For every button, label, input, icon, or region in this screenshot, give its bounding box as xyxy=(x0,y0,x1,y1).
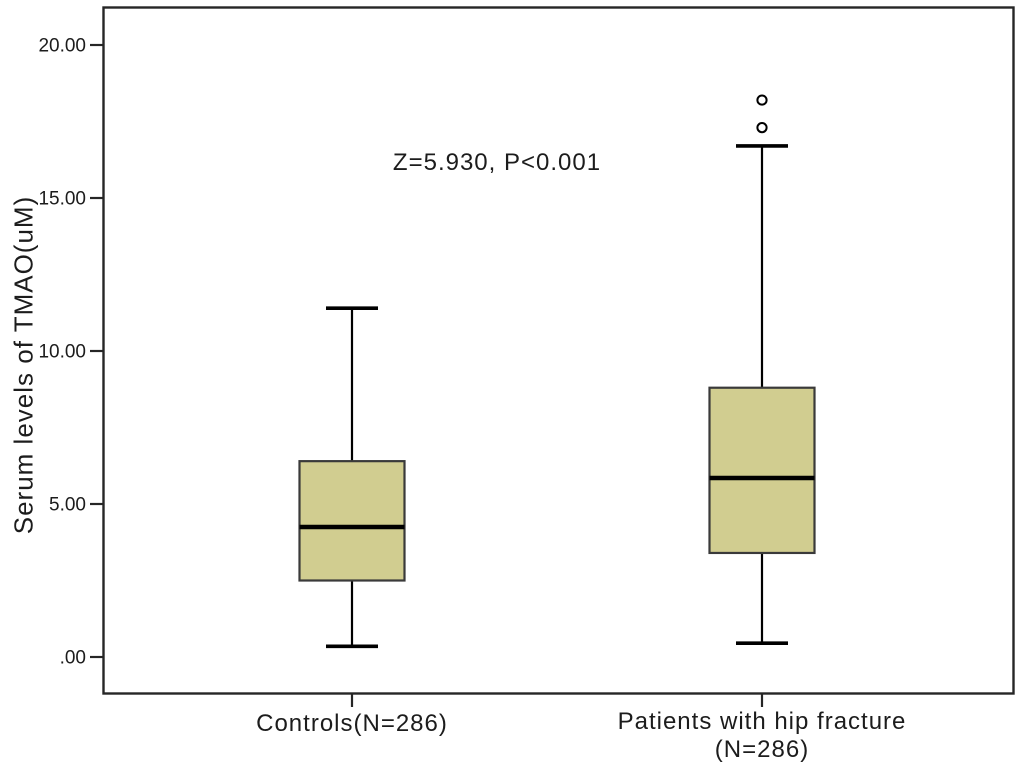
x-axis-label-patients: Patients with hip fracture (N=286) xyxy=(618,708,907,764)
y-tick-label: 10.00 xyxy=(38,342,86,363)
outlier-point xyxy=(756,94,768,106)
y-tick-label: 5.00 xyxy=(49,495,86,516)
y-tick-label: 15.00 xyxy=(38,189,86,210)
y-tick-label: .00 xyxy=(60,648,86,669)
x-axis-label-controls: Controls(N=286) xyxy=(256,710,448,737)
outlier-point xyxy=(756,122,768,134)
iqr-box xyxy=(708,386,816,555)
y-axis-title: Serum levels of TMAO(uM) xyxy=(8,195,39,535)
x-axis-label-patients-line2: (N=286) xyxy=(714,736,810,763)
y-tick-label: 20.00 xyxy=(38,36,86,57)
plot-area-border xyxy=(102,6,1015,695)
statistic-annotation: Z=5.930, P<0.001 xyxy=(392,149,602,176)
x-axis-label-patients-line1: Patients with hip fracture xyxy=(617,708,907,735)
iqr-box xyxy=(298,460,406,582)
